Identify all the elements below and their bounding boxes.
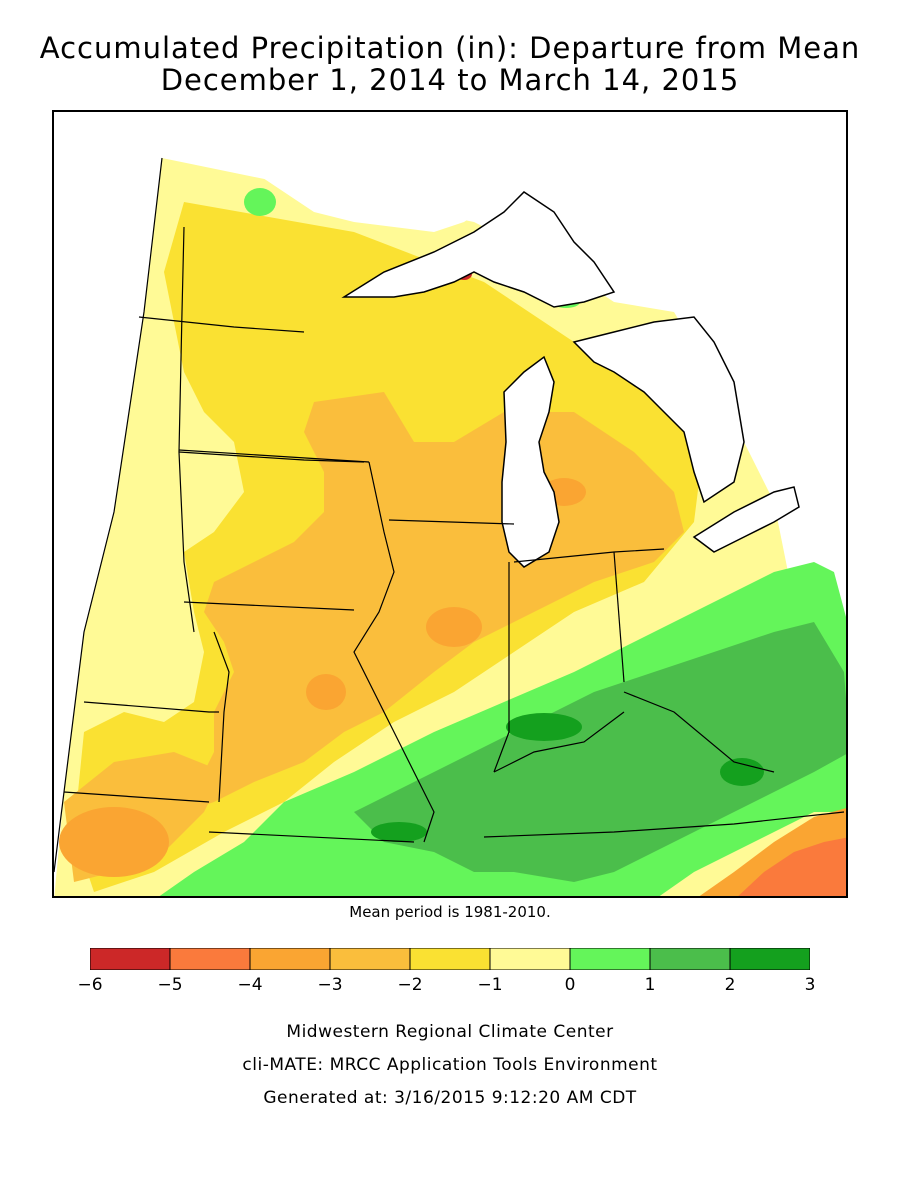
- border-wisconsin-illinois: [388, 519, 515, 525]
- legend-bin-2: [249, 948, 331, 970]
- lake-huron: [572, 316, 745, 504]
- legend-tick-label: −6: [77, 975, 103, 995]
- region-deep-orange-kansas: [59, 807, 169, 877]
- legend-tick-label: −4: [237, 975, 263, 995]
- border-kentucky-tennessee: [483, 811, 845, 838]
- legend-ticks: −6 −5 −4 −3 −2 −1 0 1 2 3: [0, 975, 900, 999]
- region-dark-green-missouri: [371, 822, 427, 842]
- legend-tick-label: −2: [397, 975, 423, 995]
- map-title-line2: December 1, 2014 to March 14, 2015: [160, 63, 740, 97]
- region-medium-green: [354, 622, 846, 882]
- legend-tick-label: −1: [477, 975, 503, 995]
- border-north-dakota-south: [138, 316, 305, 333]
- lake-superior: [341, 191, 616, 308]
- credit-tool: cli-MATE: MRCC Application Tools Environ…: [242, 1055, 658, 1075]
- border-minnesota-west: [178, 226, 195, 633]
- legend-bin-6: [569, 948, 651, 970]
- legend-tick-label: 0: [564, 975, 576, 995]
- border-ohio-kentucky: [623, 691, 775, 773]
- region-green-north-minnesota: [244, 188, 276, 216]
- credit-generated-time: Generated at: 3/16/2015 9:12:20 AM CDT: [263, 1088, 637, 1108]
- state-boundaries: [63, 226, 845, 843]
- legend-tick-label: −3: [317, 975, 343, 995]
- border-nebraska-kansas: [83, 701, 219, 713]
- projection-edges: [54, 157, 163, 873]
- border-missouri-arkansas: [208, 831, 415, 843]
- border-ohio-river: [493, 711, 625, 773]
- region-deep-orange-missouri: [306, 674, 346, 710]
- border-mississippi-river: [353, 461, 435, 843]
- border-kansas-oklahoma: [63, 791, 210, 803]
- region-deep-orange-illinois: [426, 607, 482, 647]
- legend-bin-8: [729, 948, 810, 970]
- legend-bin-1: [169, 948, 251, 970]
- region-dark-green-indiana: [506, 713, 582, 741]
- legend-tick-label: 1: [644, 975, 656, 995]
- canada-region: [162, 112, 846, 530]
- legend-bin-4: [409, 948, 491, 970]
- border-missouri-river: [213, 631, 230, 803]
- credit-organization: Midwestern Regional Climate Center: [286, 1022, 614, 1042]
- legend-bin-0: [90, 948, 171, 970]
- lake-michigan: [501, 355, 560, 568]
- lake-erie: [692, 486, 800, 553]
- legend-tick-label: 3: [804, 975, 816, 995]
- border-illinois-indiana: [493, 562, 510, 773]
- legend-bin-7: [649, 948, 731, 970]
- map-canvas: [54, 112, 846, 896]
- color-legend: [90, 948, 810, 970]
- map-title-line1: Accumulated Precipitation (in): Departur…: [39, 31, 861, 65]
- border-iowa-north: [178, 449, 370, 463]
- border-dakotas: [178, 451, 365, 463]
- border-indiana-ohio: [613, 551, 625, 683]
- legend-tick-label: −5: [157, 975, 183, 995]
- mean-period-note: Mean period is 1981-2010.: [349, 903, 551, 921]
- precipitation-map: [52, 110, 848, 898]
- legend-bar: [90, 948, 810, 970]
- region-red-orange-southeast: [738, 837, 846, 896]
- border-iowa-south: [183, 601, 355, 611]
- legend-bin-3: [329, 948, 411, 970]
- map-edge-west: [54, 157, 163, 873]
- border-michigan-indiana: [513, 548, 665, 563]
- region-dark-green-kentucky: [720, 758, 764, 786]
- legend-tick-label: 2: [724, 975, 736, 995]
- legend-bin-5: [489, 948, 571, 970]
